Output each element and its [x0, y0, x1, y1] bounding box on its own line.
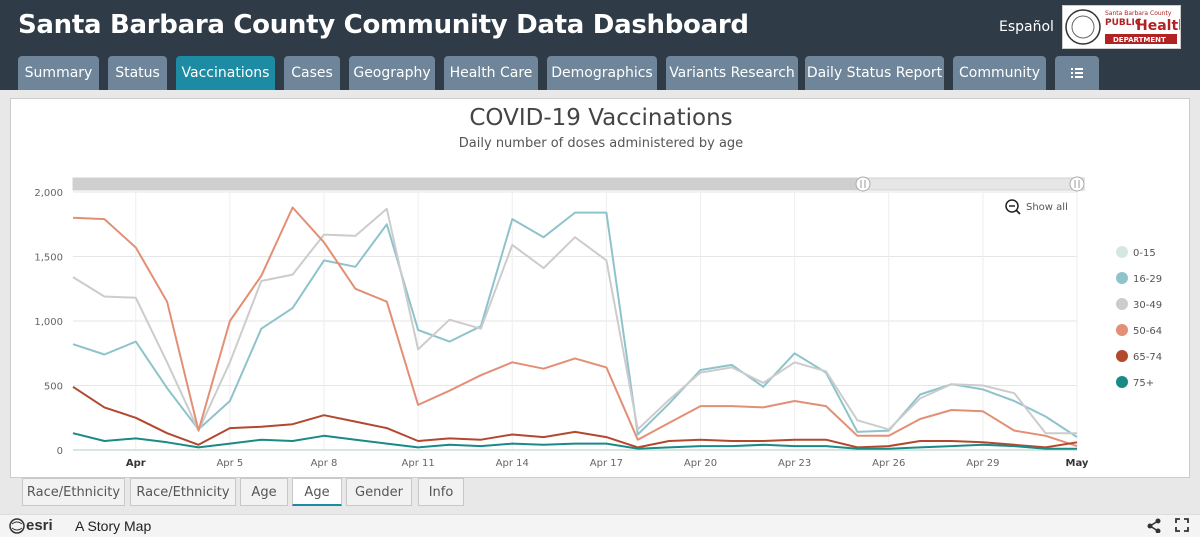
logo-line1: Santa Barbara County — [1105, 10, 1172, 17]
county-seal-icon — [1065, 9, 1101, 45]
x-tick-label: Apr 26 — [872, 458, 905, 469]
scrollbar-selection — [73, 178, 863, 190]
tab-variants-research[interactable]: Variants Research — [666, 56, 798, 90]
series-line-30-49 — [72, 207, 1077, 435]
tab-status[interactable]: Status — [108, 56, 167, 90]
language-link[interactable]: Español — [999, 19, 1054, 35]
legend-label-16-29: 16-29 — [1133, 274, 1162, 285]
tab-summary[interactable]: Summary — [18, 56, 99, 90]
y-tick-label: 2,000 — [34, 188, 63, 199]
tab-list-menu[interactable] — [1055, 56, 1099, 90]
x-tick-label: Apr 29 — [966, 458, 999, 469]
show-all-label: Show all — [1026, 202, 1068, 213]
y-tick-label: 1,000 — [34, 317, 63, 328]
logo-line4: DEPARTMENT — [1113, 36, 1166, 44]
logo-line3: Health — [1136, 18, 1180, 34]
bottom-tab-gender[interactable]: Gender — [346, 478, 412, 506]
tab-demographics[interactable]: Demographics — [547, 56, 657, 90]
legend-label-0-15: 0-15 — [1133, 248, 1156, 259]
tab-geography[interactable]: Geography — [349, 56, 435, 90]
chart-grid — [73, 191, 1078, 451]
y-tick-label: 0 — [57, 446, 63, 457]
tab-community[interactable]: Community — [953, 56, 1046, 90]
fullscreen-icon[interactable] — [1174, 517, 1190, 533]
list-menu-icon — [1071, 68, 1083, 78]
bottom-tab-race-ethnicity-2[interactable]: Race/Ethnicity — [130, 478, 236, 506]
legend-marker-50-64 — [1116, 324, 1128, 336]
legend-marker-0-15 — [1116, 246, 1128, 258]
seal-inner-ring — [1071, 15, 1095, 39]
health-department-logo[interactable]: Santa Barbara County PUBLIC Health DEPAR… — [1062, 5, 1181, 49]
series-line-16-29 — [72, 211, 1078, 438]
app-header: Santa Barbara County Community Data Dash… — [0, 0, 1200, 90]
story-map-label: A Story Map — [75, 518, 152, 534]
x-tick-label: Apr 5 — [216, 458, 243, 469]
x-tick-label: Apr 14 — [496, 458, 529, 469]
esri-brand[interactable]: esri — [26, 517, 53, 534]
x-axis: Apr Apr 5 Apr 8 Apr 11 Apr 14 Apr 17 Apr 20 Apr… — [73, 449, 1089, 469]
esri-globe-icon — [9, 518, 25, 534]
show-all-button[interactable]: Show all — [1005, 199, 1068, 215]
bottom-tab-race-ethnicity-1[interactable]: Race/Ethnicity — [22, 478, 125, 506]
x-tick-label: Apr — [126, 458, 146, 469]
series-line-75+ — [72, 432, 1077, 450]
y-axis: 0 500 1,000 1,500 2,000 — [34, 188, 63, 457]
legend-marker-16-29 — [1116, 272, 1128, 284]
series-line-50-64 — [72, 206, 1078, 448]
tab-health-care[interactable]: Health Care — [444, 56, 538, 90]
bottom-tab-info[interactable]: Info — [418, 478, 464, 506]
x-tick-label: May — [1066, 458, 1089, 469]
x-tick-label: Apr 23 — [778, 458, 811, 469]
tab-vaccinations[interactable]: Vaccinations — [176, 56, 275, 90]
legend-label-30-49: 30-49 — [1133, 300, 1162, 311]
tab-daily-status-report[interactable]: Daily Status Report — [805, 56, 944, 90]
zoom-scrollbar[interactable] — [72, 176, 1085, 192]
logo-line2: PUBLIC — [1105, 18, 1142, 28]
chart-legend: 0-15 16-29 30-49 50-64 65-74 75+ — [1116, 246, 1162, 389]
legend-label-65-74: 65-74 — [1133, 352, 1162, 363]
story-map-footer: esri A Story Map — [0, 514, 1200, 537]
x-tick-label: Apr 20 — [684, 458, 717, 469]
zoom-out-icon — [1005, 199, 1019, 213]
dashboard-title: Santa Barbara County Community Data Dash… — [18, 10, 749, 40]
chart-series — [72, 206, 1078, 451]
series-line-65-74 — [72, 385, 1078, 449]
share-icon[interactable] — [1146, 517, 1162, 533]
chart-title: COVID-19 Vaccinations — [469, 105, 733, 131]
bottom-tab-age-1[interactable]: Age — [240, 478, 288, 506]
legend-label-50-64: 50-64 — [1133, 326, 1162, 337]
scrollbar-left-handle — [855, 176, 871, 192]
scrollbar-right-handle — [1069, 176, 1085, 192]
x-tick-label: Apr 17 — [590, 458, 623, 469]
y-tick-label: 500 — [44, 382, 63, 393]
tab-cases[interactable]: Cases — [284, 56, 340, 90]
chart-panel: COVID-19 Vaccinations Daily number of do… — [10, 98, 1190, 478]
bottom-tab-age-2[interactable]: Age — [292, 478, 342, 506]
legend-marker-30-49 — [1116, 298, 1128, 310]
legend-label-75+: 75+ — [1133, 378, 1154, 389]
x-tick-label: Apr 11 — [402, 458, 435, 469]
legend-marker-65-74 — [1116, 350, 1128, 362]
legend-marker-75+ — [1116, 376, 1128, 388]
logo-graphic: Santa Barbara County PUBLIC Health DEPAR… — [1065, 9, 1180, 45]
logo-banner — [1105, 34, 1177, 44]
x-tick-label: Apr 8 — [311, 458, 338, 469]
chart-subtitle: Daily number of doses administered by ag… — [458, 136, 744, 151]
y-tick-label: 1,500 — [34, 253, 63, 264]
